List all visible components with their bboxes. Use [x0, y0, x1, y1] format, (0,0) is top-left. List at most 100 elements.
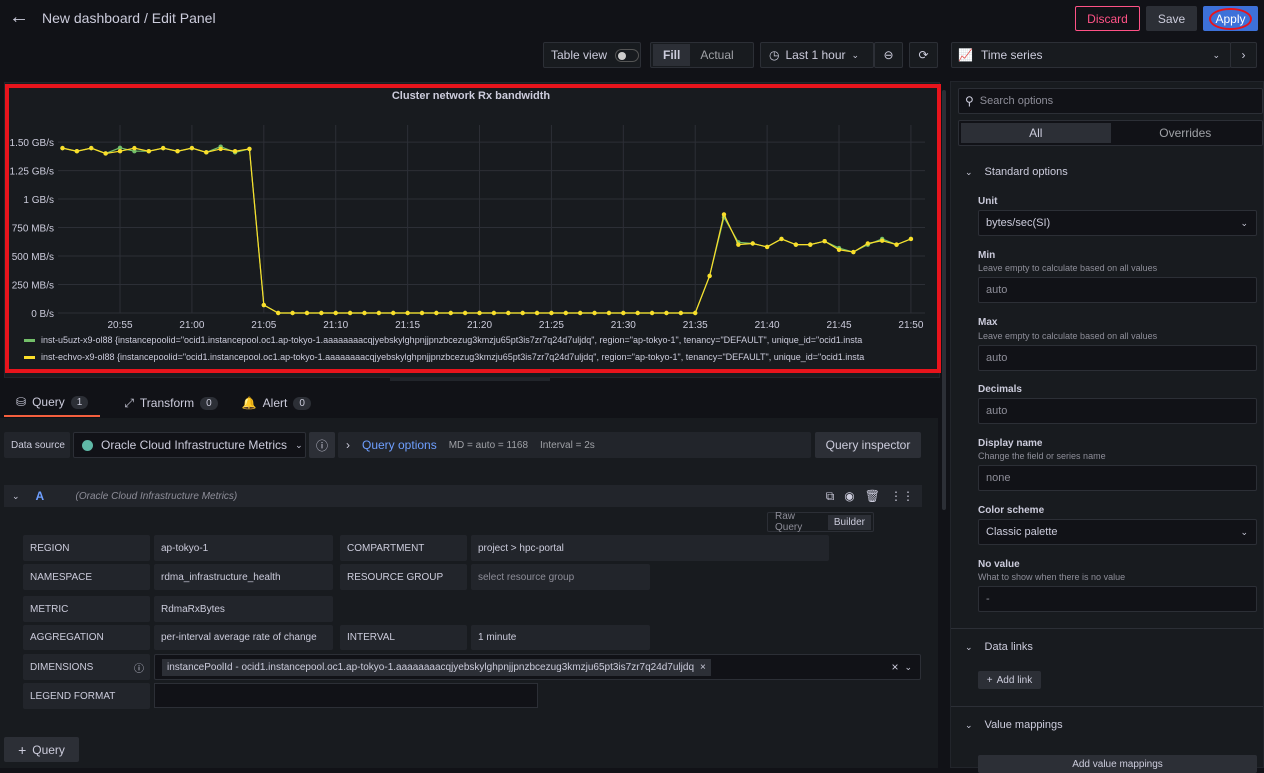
discard-button[interactable]: Discard [1075, 6, 1140, 31]
data-point [722, 212, 726, 216]
remove-tag-icon[interactable]: × [700, 662, 706, 673]
resource-group-select[interactable]: select resource group [471, 564, 650, 590]
display-name-input[interactable]: none [978, 465, 1257, 491]
data-point [60, 146, 64, 150]
unit-label: Unit [978, 196, 997, 207]
query-options-label: Query options [362, 438, 437, 452]
resource-group-label: RESOURCE GROUP [340, 564, 467, 590]
min-input[interactable]: auto [978, 277, 1257, 303]
data-point [477, 311, 481, 315]
series-line [63, 147, 911, 313]
x-tick-label: 21:30 [611, 320, 636, 331]
clear-icon[interactable]: × [891, 660, 898, 674]
chart-title: Cluster network Rx bandwidth [392, 90, 551, 102]
visualization-picker[interactable]: 📈Time series⌄ [951, 42, 1231, 68]
unit-value: bytes/sec(SI) [986, 217, 1050, 229]
x-tick-label: 21:45 [827, 320, 852, 331]
data-point [751, 241, 755, 245]
drag-handle-icon[interactable]: ⋮⋮ [890, 489, 914, 504]
data-point [190, 146, 194, 150]
save-button[interactable]: Save [1146, 6, 1197, 31]
data-point [449, 311, 453, 315]
trash-icon[interactable]: 🗑 [865, 489, 880, 504]
data-point [305, 311, 309, 315]
query-inspector-button[interactable]: Query inspector [815, 432, 921, 458]
plus-icon: + [987, 675, 993, 686]
duplicate-icon[interactable]: ⧉ [826, 489, 835, 504]
interval-label: INTERVAL [340, 625, 467, 650]
tab-alert[interactable]: 🔔Alert0 [242, 395, 311, 417]
x-tick-label: 21:15 [395, 320, 420, 331]
unit-select[interactable]: bytes/sec(SI)⌄ [978, 210, 1257, 236]
min-label: Min [978, 250, 995, 261]
data-point [636, 311, 640, 315]
data-point [736, 242, 740, 246]
y-tick-label: 1.25 GB/s [10, 167, 54, 178]
dimensions-label-text: DIMENSIONS [30, 662, 93, 673]
query-scrollbar[interactable] [942, 90, 946, 510]
data-point [247, 147, 251, 151]
no-value-input[interactable]: - [978, 586, 1257, 612]
data-point [866, 241, 870, 245]
transform-icon: ⤢ [124, 396, 134, 411]
query-options[interactable]: ›Query optionsMD = auto = 1168Interval =… [338, 432, 811, 458]
dimension-tag: instancePoolId - ocid1.instancepool.oc1.… [162, 659, 711, 676]
chevron-down-icon[interactable]: ⌄ [904, 662, 912, 673]
panel-resize-handle[interactable] [390, 377, 550, 381]
tab-overrides[interactable]: Overrides [1111, 126, 1261, 140]
max-input[interactable]: auto [978, 345, 1257, 371]
collapse-options-button[interactable]: › [1230, 42, 1257, 68]
data-point [75, 149, 79, 153]
value-mappings-header[interactable]: ⌄Value mappings [965, 719, 1063, 731]
color-scheme-select[interactable]: Classic palette⌄ [978, 519, 1257, 545]
dimensions-select[interactable]: instancePoolId - ocid1.instancepool.oc1.… [154, 654, 921, 680]
datasource-picker[interactable]: Oracle Cloud Infrastructure Metrics⌄ [73, 432, 306, 458]
x-tick-label: 21:50 [898, 320, 923, 331]
chevron-down-icon: ⌄ [965, 642, 973, 653]
data-point [89, 146, 93, 150]
add-value-mappings-button[interactable]: Add value mappings [978, 755, 1257, 773]
decimals-input[interactable]: auto [978, 398, 1257, 424]
info-icon: ⓘ [134, 660, 144, 675]
x-tick-label: 21:00 [179, 320, 204, 331]
datasource-name: Oracle Cloud Infrastructure Metrics [101, 438, 287, 452]
compartment-select[interactable]: project > hpc-portal [471, 535, 829, 561]
legend-format-input[interactable] [154, 683, 538, 708]
add-query-button[interactable]: +Query [4, 737, 79, 762]
raw-query-option[interactable]: Raw Query [770, 509, 828, 535]
y-tick-label: 500 MB/s [12, 252, 54, 263]
namespace-select[interactable]: rdma_infrastructure_health [154, 564, 333, 590]
tab-transform[interactable]: ⤢Transform0 [124, 395, 217, 417]
apply-button[interactable]: Apply [1203, 6, 1258, 31]
tab-all[interactable]: All [961, 123, 1111, 143]
divider [951, 628, 1263, 629]
search-options-input[interactable]: ⚲Search options [958, 88, 1263, 114]
eye-icon[interactable]: ◉ [844, 489, 854, 504]
data-point [549, 311, 553, 315]
legend-swatch [24, 339, 35, 342]
dimension-tag-text: instancePoolId - ocid1.instancepool.oc1.… [167, 662, 694, 673]
aggregation-select[interactable]: per-interval average rate of change [154, 625, 333, 650]
series-line [63, 148, 911, 313]
chevron-right-icon: › [346, 438, 350, 452]
data-point [147, 149, 151, 153]
data-point [103, 151, 107, 155]
collapse-icon[interactable]: ⌄ [12, 491, 20, 502]
builder-option[interactable]: Builder [828, 515, 871, 530]
add-link-button[interactable]: + Add link [978, 671, 1041, 689]
metric-select[interactable]: RdmaRxBytes [154, 596, 333, 622]
data-point [564, 311, 568, 315]
data-links-header[interactable]: ⌄Data links [965, 641, 1033, 653]
interval-select[interactable]: 1 minute [471, 625, 650, 650]
display-name-label: Display name [978, 438, 1042, 449]
query-letter[interactable]: A [36, 489, 60, 503]
section-title: Standard options [985, 166, 1068, 178]
legend-entry: inst-echvo-x9-ol88 {instancepoolid="ocid… [41, 352, 864, 362]
aggregation-label: AGGREGATION [23, 625, 150, 650]
region-select[interactable]: ap-tokyo-1 [154, 535, 333, 561]
query-mode-toggle[interactable]: Raw Query Builder [767, 512, 874, 532]
tab-query[interactable]: ⛁Query1 [4, 395, 100, 417]
datasource-help-button[interactable]: ⓘ [309, 432, 335, 458]
add-link-label: Add link [997, 675, 1033, 686]
standard-options-header[interactable]: ⌄Standard options [965, 166, 1068, 178]
